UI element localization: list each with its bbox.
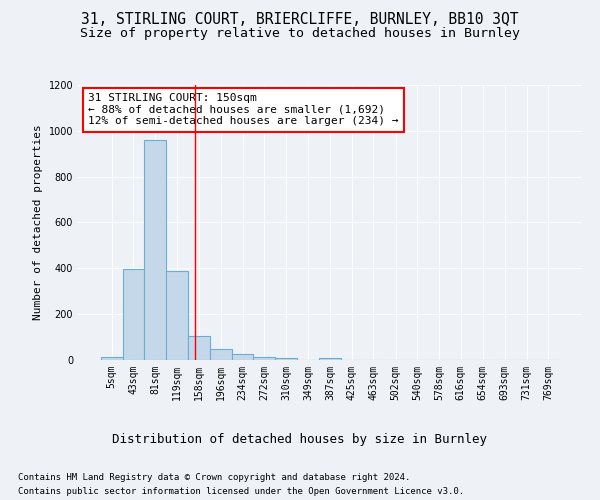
Bar (232, 354, 253, 360)
Bar (275, 358, 297, 360)
Bar (319, 358, 341, 360)
Text: 31 STIRLING COURT: 150sqm
← 88% of detached houses are smaller (1,692)
12% of se: 31 STIRLING COURT: 150sqm ← 88% of detac… (88, 93, 398, 126)
Bar (166, 270, 188, 360)
Text: Distribution of detached houses by size in Burnley: Distribution of detached houses by size … (113, 432, 487, 446)
Y-axis label: Number of detached properties: Number of detached properties (33, 124, 43, 320)
Text: Size of property relative to detached houses in Burnley: Size of property relative to detached ho… (80, 28, 520, 40)
Text: Contains HM Land Registry data © Crown copyright and database right 2024.: Contains HM Land Registry data © Crown c… (18, 472, 410, 482)
Text: 31, STIRLING COURT, BRIERCLIFFE, BURNLEY, BB10 3QT: 31, STIRLING COURT, BRIERCLIFFE, BURNLEY… (81, 12, 519, 28)
Bar (122, 270, 145, 360)
Bar (210, 348, 232, 360)
Bar (188, 336, 210, 360)
Bar (101, 356, 122, 360)
Bar (253, 356, 275, 360)
Text: Contains public sector information licensed under the Open Government Licence v3: Contains public sector information licen… (18, 488, 464, 496)
Bar (145, 140, 166, 360)
